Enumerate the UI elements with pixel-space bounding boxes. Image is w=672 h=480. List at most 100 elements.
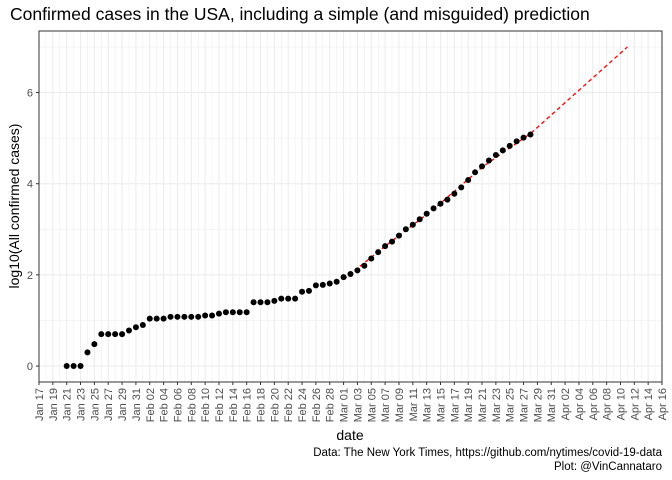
data-point	[402, 226, 409, 233]
caption-author: Plot: @VinCannataro	[554, 461, 662, 473]
x-tick-label: Feb 20	[269, 388, 281, 422]
data-point	[146, 315, 153, 322]
data-point	[423, 210, 430, 217]
data-point	[437, 200, 444, 207]
data-point	[63, 363, 70, 370]
data-point	[347, 270, 354, 277]
y-tick-label: 0	[27, 361, 33, 373]
data-point	[395, 232, 402, 239]
x-tick-label: Mar 11	[408, 388, 420, 421]
data-point	[382, 243, 389, 250]
y-tick-label: 2	[27, 270, 33, 282]
data-point	[160, 315, 167, 322]
x-tick-label: Apr 14	[643, 388, 655, 420]
data-point	[465, 177, 472, 184]
data-point	[84, 349, 91, 356]
data-point	[112, 331, 119, 338]
x-tick-label: Apr 08	[602, 388, 614, 420]
data-point	[299, 288, 306, 295]
x-tick-label: Apr 02	[560, 388, 572, 420]
data-point	[479, 163, 486, 170]
data-point	[132, 324, 139, 331]
data-point	[77, 363, 84, 370]
data-point	[119, 331, 126, 338]
data-point	[209, 312, 216, 319]
y-tick-label: 4	[27, 179, 33, 191]
x-tick-label: Feb 16	[242, 388, 254, 422]
x-tick-label: Mar 03	[352, 388, 364, 422]
x-tick-label: Jan 29	[117, 388, 129, 421]
x-tick-label: Jan 19	[48, 388, 60, 421]
data-point	[513, 138, 520, 145]
data-point	[98, 331, 105, 338]
data-point	[451, 190, 458, 197]
x-tick-label: Mar 05	[366, 388, 378, 422]
data-point	[222, 309, 229, 316]
x-tick-label: Feb 12	[214, 388, 226, 422]
x-tick-label: Mar 25	[505, 388, 517, 422]
axis-layer: 0 2 4 6 Jan 17 Jan 19 Jan 21 Jan 23 Jan 25 Jan 27…	[27, 88, 669, 423]
x-tick-label: Mar 13	[422, 388, 434, 422]
x-tick-label: Feb 24	[297, 388, 309, 422]
x-tick-label: Apr 04	[574, 388, 586, 420]
x-tick-label: Feb 02	[145, 388, 157, 422]
y-tick-label: 6	[27, 88, 33, 100]
points-layer	[63, 131, 534, 370]
data-point	[181, 313, 188, 320]
data-point	[375, 249, 382, 256]
data-point	[305, 287, 312, 294]
x-tick-label: Mar 19	[463, 388, 475, 422]
data-point	[333, 278, 340, 285]
data-point	[70, 363, 77, 370]
x-tick-label: Mar 23	[491, 388, 503, 422]
data-point	[340, 274, 347, 281]
x-axis-title: date	[336, 427, 363, 443]
data-point	[174, 313, 181, 320]
chart-title: Confirmed cases in the USA, including a …	[10, 4, 590, 24]
x-tick-label: Apr 10	[615, 388, 627, 420]
data-point	[520, 134, 527, 141]
x-tick-label: Jan 25	[89, 388, 101, 421]
data-point	[368, 255, 375, 262]
data-point	[485, 157, 492, 164]
data-point	[167, 313, 174, 320]
data-point	[292, 295, 299, 302]
x-tick-label: Mar 29	[532, 388, 544, 422]
x-tick-label: Jan 21	[62, 388, 74, 421]
data-point	[125, 327, 132, 334]
data-point	[188, 313, 195, 320]
data-point	[153, 315, 160, 322]
data-point	[236, 309, 243, 316]
x-tick-label: Mar 17	[449, 388, 461, 422]
data-point	[139, 322, 146, 329]
data-point	[444, 196, 451, 203]
data-point	[458, 184, 465, 191]
data-point	[250, 299, 257, 306]
x-tick-label: Jan 17	[34, 388, 46, 421]
data-point	[499, 147, 506, 154]
x-tick-label: Feb 14	[228, 388, 240, 422]
data-point	[264, 299, 271, 306]
data-point	[195, 313, 202, 320]
x-tick-label: Mar 09	[394, 388, 406, 422]
x-tick-label: Apr 16	[657, 388, 669, 420]
data-point	[326, 280, 333, 287]
y-axis-title: log10(All confirmed cases)	[6, 124, 22, 289]
data-point	[229, 309, 236, 316]
data-point	[105, 331, 112, 338]
x-tick-label: Apr 12	[629, 388, 641, 420]
x-tick-label: Feb 06	[172, 388, 184, 422]
data-point	[243, 309, 250, 316]
data-point	[91, 341, 98, 348]
data-point	[285, 295, 292, 302]
x-tick-label: Mar 27	[519, 388, 531, 422]
data-point	[319, 281, 326, 288]
data-point	[472, 169, 479, 176]
x-tick-label: Feb 08	[186, 388, 198, 422]
data-point	[506, 142, 513, 149]
data-point	[257, 299, 264, 306]
x-tick-label: Jan 23	[76, 388, 88, 421]
data-point	[389, 238, 396, 245]
x-tick-label: Mar 01	[339, 388, 351, 422]
